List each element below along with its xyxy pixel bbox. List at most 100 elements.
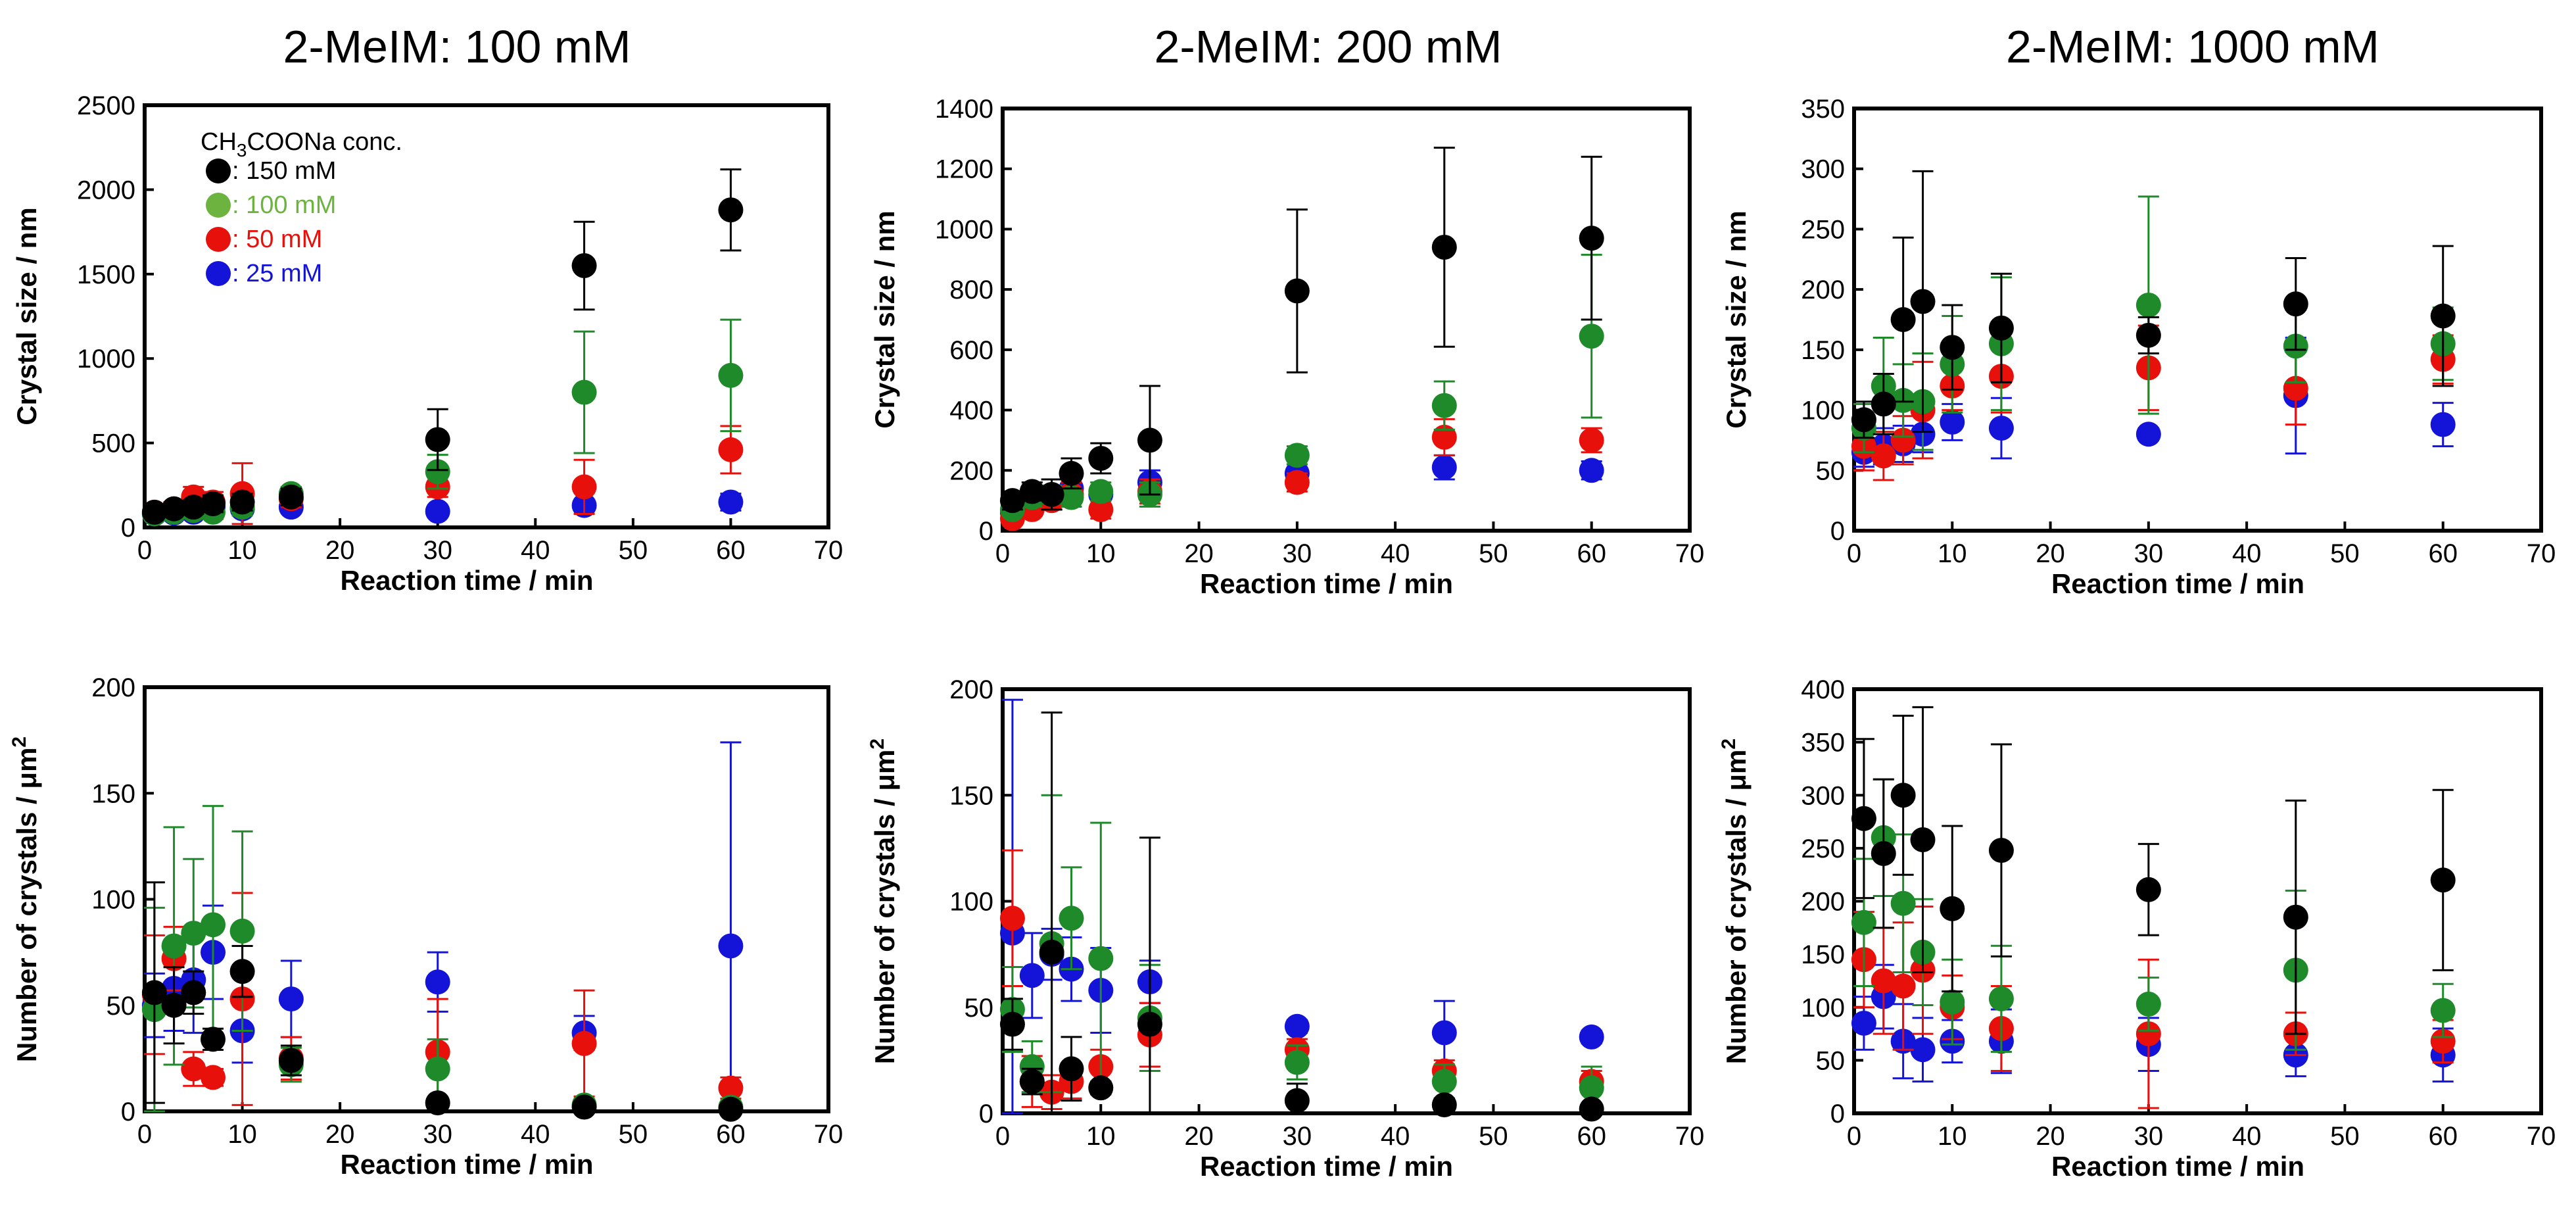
data-point bbox=[161, 992, 187, 1018]
x-tick-label: 60 bbox=[2428, 1122, 2458, 1151]
data-point bbox=[1871, 840, 1896, 866]
data-point bbox=[1988, 315, 2014, 341]
y-tick-label: 100 bbox=[1801, 397, 1845, 425]
x-tick-label: 20 bbox=[325, 1120, 355, 1149]
series-150-mM bbox=[141, 168, 744, 525]
data-point bbox=[278, 986, 304, 1012]
data-point bbox=[1019, 479, 1045, 504]
data-point bbox=[1088, 496, 1114, 522]
x-tick-label: 40 bbox=[1381, 539, 1410, 568]
legend-label-50: : 50 mM bbox=[232, 226, 322, 253]
legend-marker-150 bbox=[206, 158, 231, 183]
y-tick-label: 1000 bbox=[935, 215, 993, 244]
y-tick-label: 0 bbox=[979, 517, 993, 546]
data-point bbox=[2430, 867, 2456, 893]
data-point bbox=[1910, 289, 1936, 314]
data-point bbox=[1871, 968, 1896, 994]
data-point bbox=[201, 1065, 226, 1090]
data-point bbox=[2283, 291, 2308, 317]
data-point bbox=[1890, 783, 1916, 808]
data-point bbox=[1579, 226, 1604, 251]
data-point bbox=[1579, 324, 1604, 349]
x-axis-label: Reaction time / min bbox=[1200, 568, 1453, 599]
data-point bbox=[425, 1056, 450, 1082]
data-point bbox=[1431, 1092, 1457, 1118]
data-point bbox=[1940, 989, 1965, 1015]
data-point bbox=[1059, 906, 1084, 931]
x-tick-label: 10 bbox=[1938, 539, 1967, 568]
x-tick-label: 60 bbox=[716, 536, 746, 565]
data-point bbox=[718, 437, 744, 462]
y-tick-label: 250 bbox=[1801, 215, 1845, 244]
y-axis-label: Crystal size / nm bbox=[1721, 210, 1752, 428]
data-point bbox=[571, 474, 597, 500]
data-point bbox=[201, 912, 226, 938]
data-point bbox=[425, 427, 450, 452]
y-tick-label: 1000 bbox=[77, 345, 135, 374]
x-tick-label: 60 bbox=[1577, 1122, 1606, 1151]
x-tick-label: 70 bbox=[814, 536, 844, 565]
x-axis-label: Reaction time / min bbox=[340, 565, 593, 596]
x-tick-label: 0 bbox=[137, 1120, 152, 1149]
data-point bbox=[1284, 1088, 1310, 1113]
x-tick-label: 20 bbox=[1184, 539, 1214, 568]
y-tick-label: 50 bbox=[965, 994, 994, 1023]
x-tick-label: 70 bbox=[1675, 1122, 1705, 1151]
data-point bbox=[1851, 407, 1876, 433]
data-point bbox=[2135, 422, 2161, 447]
y-tick-label: 600 bbox=[949, 336, 993, 365]
data-point bbox=[229, 918, 255, 944]
data-point bbox=[1019, 1069, 1045, 1094]
data-point bbox=[1988, 838, 2014, 863]
x-tick-label: 40 bbox=[521, 536, 550, 565]
x-tick-label: 70 bbox=[2527, 539, 2556, 568]
data-point bbox=[718, 933, 744, 959]
legend-marker-25 bbox=[206, 261, 231, 286]
y-axis-label: Crystal size / nm bbox=[869, 210, 900, 428]
y-tick-label: 200 bbox=[91, 673, 135, 702]
y-tick-label: 150 bbox=[91, 779, 135, 808]
x-tick-label: 30 bbox=[423, 536, 452, 565]
x-axis-label: Reaction time / min bbox=[2051, 568, 2304, 599]
data-point bbox=[1890, 427, 1916, 453]
data-point bbox=[278, 484, 304, 510]
data-point bbox=[1851, 1010, 1876, 1036]
y-tick-label: 200 bbox=[1801, 276, 1845, 304]
x-tick-label: 0 bbox=[1847, 1122, 1861, 1151]
data-point bbox=[1431, 1020, 1457, 1046]
data-point bbox=[1431, 424, 1457, 450]
y-tick-label: 150 bbox=[1801, 336, 1845, 365]
x-tick-label: 50 bbox=[1479, 539, 1508, 568]
data-point bbox=[1039, 939, 1064, 965]
data-point bbox=[2430, 998, 2456, 1023]
y-tick-label: 150 bbox=[949, 781, 993, 810]
x-tick-label: 50 bbox=[619, 1120, 648, 1149]
panel-size-200: 0 10 20 30 40 50 60 70 0 200 400 600 800 1000 1200 1400… bbox=[869, 95, 1704, 599]
data-point bbox=[999, 906, 1025, 931]
y-tick-label: 350 bbox=[1801, 95, 1845, 124]
x-tick-label: 60 bbox=[2428, 539, 2458, 568]
data-point bbox=[181, 980, 206, 1005]
y-tick-label: 350 bbox=[1801, 729, 1845, 758]
x-tick-label: 40 bbox=[2232, 1122, 2262, 1151]
x-tick-label: 20 bbox=[325, 536, 355, 565]
x-tick-label: 20 bbox=[1184, 1122, 1214, 1151]
data-point bbox=[229, 959, 255, 984]
y-tick-label: 100 bbox=[949, 888, 993, 917]
data-point bbox=[1284, 470, 1310, 495]
plot-frame bbox=[143, 103, 830, 529]
data-point bbox=[1890, 307, 1916, 332]
y-tick-label: 1200 bbox=[935, 155, 993, 184]
x-tick-label: 0 bbox=[995, 539, 1010, 568]
data-point bbox=[999, 1011, 1025, 1037]
y-tick-label: 800 bbox=[949, 276, 993, 304]
data-point bbox=[1851, 909, 1876, 935]
data-point bbox=[425, 1090, 450, 1116]
data-point bbox=[1059, 485, 1084, 510]
x-tick-label: 30 bbox=[1283, 539, 1312, 568]
legend-label-25: : 25 mM bbox=[232, 260, 322, 287]
data-point bbox=[1284, 1050, 1310, 1075]
y-tick-label: 2500 bbox=[77, 91, 135, 120]
data-point bbox=[1940, 409, 1965, 435]
legend: CH3COONa conc. : 150 mM : 100 mM : 50 mM… bbox=[201, 128, 402, 287]
